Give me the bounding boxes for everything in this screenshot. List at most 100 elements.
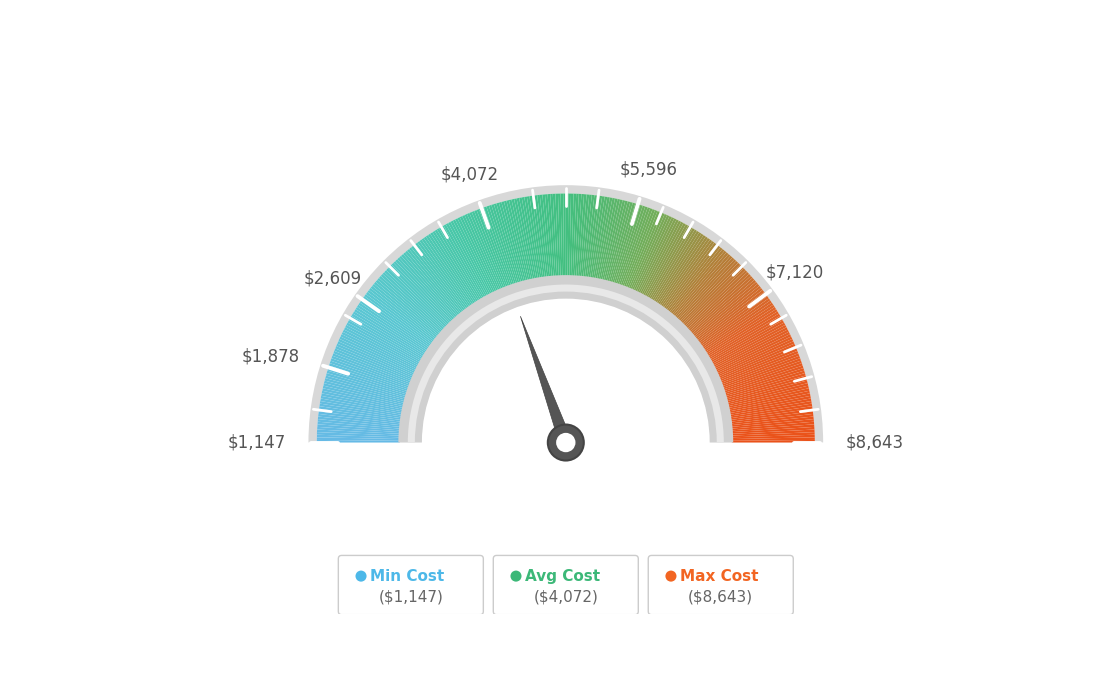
Wedge shape [721,356,800,386]
Wedge shape [664,241,714,309]
Wedge shape [527,196,542,279]
Wedge shape [321,391,403,410]
Wedge shape [517,198,534,279]
Wedge shape [319,404,402,418]
FancyBboxPatch shape [338,555,484,615]
Wedge shape [453,219,492,295]
Wedge shape [638,218,677,294]
Wedge shape [320,398,402,415]
Wedge shape [705,309,777,355]
Wedge shape [690,278,754,334]
Wedge shape [620,207,650,286]
Wedge shape [318,414,401,425]
Wedge shape [700,296,768,346]
FancyBboxPatch shape [648,555,794,615]
Wedge shape [730,406,813,420]
Wedge shape [422,238,471,307]
Wedge shape [604,200,625,282]
Wedge shape [590,196,605,279]
Wedge shape [576,194,584,277]
Wedge shape [417,241,468,309]
Wedge shape [336,346,413,380]
Wedge shape [469,212,503,290]
Wedge shape [363,296,432,346]
Wedge shape [322,388,404,408]
Wedge shape [368,290,435,342]
Wedge shape [372,284,438,338]
Wedge shape [728,383,808,404]
Wedge shape [697,290,764,342]
Wedge shape [360,300,429,349]
Wedge shape [573,194,578,277]
Wedge shape [712,325,786,366]
Wedge shape [401,254,457,318]
Wedge shape [420,239,469,308]
Wedge shape [407,249,461,315]
Wedge shape [337,344,413,378]
Wedge shape [538,195,549,277]
Polygon shape [520,316,576,455]
Wedge shape [501,201,524,282]
Wedge shape [371,286,437,339]
Wedge shape [323,383,404,404]
Wedge shape [726,381,808,403]
Wedge shape [660,238,710,307]
Wedge shape [388,266,448,326]
Wedge shape [682,264,742,325]
Wedge shape [649,227,692,299]
Wedge shape [669,247,722,313]
Circle shape [666,571,677,582]
Wedge shape [715,334,792,372]
Circle shape [510,571,521,582]
Wedge shape [714,332,790,371]
Wedge shape [325,378,405,402]
Wedge shape [625,210,658,288]
Wedge shape [534,195,546,278]
Wedge shape [463,215,498,292]
Wedge shape [435,230,480,302]
Wedge shape [731,417,814,427]
Wedge shape [493,204,520,284]
Wedge shape [327,371,407,396]
Wedge shape [567,193,571,277]
Wedge shape [330,358,410,388]
Wedge shape [692,282,757,337]
Wedge shape [689,276,753,333]
Wedge shape [350,316,423,359]
Wedge shape [725,375,806,400]
Wedge shape [532,195,545,278]
Wedge shape [651,230,697,302]
Wedge shape [671,250,726,316]
Wedge shape [583,195,594,277]
Wedge shape [519,197,537,279]
Wedge shape [354,309,426,355]
Wedge shape [683,266,744,326]
Wedge shape [359,302,428,351]
Wedge shape [550,194,558,277]
Wedge shape [317,432,400,437]
Wedge shape [342,329,418,368]
Text: Max Cost: Max Cost [680,569,758,584]
Wedge shape [384,270,446,329]
Wedge shape [407,284,724,442]
Text: $2,609: $2,609 [304,270,362,288]
Wedge shape [595,197,613,279]
Wedge shape [688,274,751,331]
Wedge shape [392,263,450,324]
Wedge shape [612,204,638,284]
Wedge shape [658,235,705,305]
Polygon shape [206,442,925,614]
Wedge shape [326,375,406,400]
Wedge shape [332,353,411,384]
FancyBboxPatch shape [493,555,638,615]
Wedge shape [446,223,487,297]
Wedge shape [691,280,756,335]
Wedge shape [716,337,793,373]
Wedge shape [731,411,814,424]
Wedge shape [617,206,645,285]
Wedge shape [511,199,531,281]
Wedge shape [344,327,418,367]
Wedge shape [317,427,400,434]
Wedge shape [457,217,495,293]
Wedge shape [732,440,815,442]
